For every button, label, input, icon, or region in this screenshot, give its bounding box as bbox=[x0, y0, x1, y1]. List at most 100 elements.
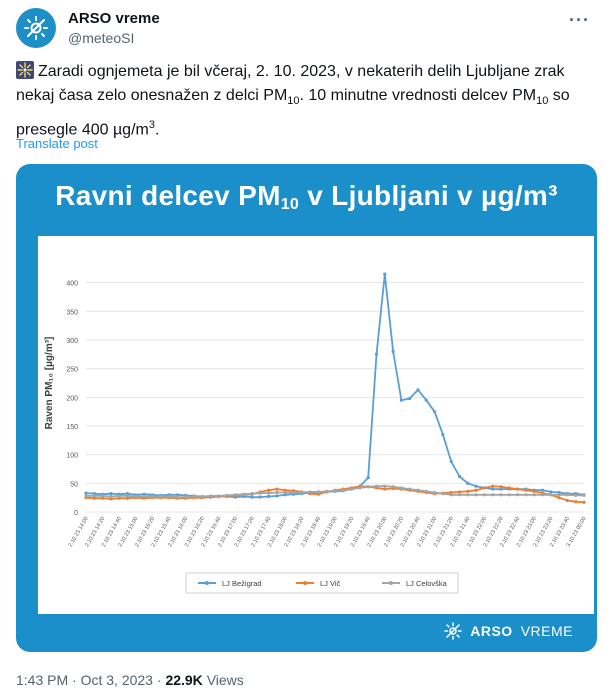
series-0-point bbox=[416, 388, 420, 392]
brand-name-light: VREME bbox=[520, 623, 573, 639]
y-tick-label: 200 bbox=[66, 395, 78, 402]
brand-name-bold: ARSO bbox=[470, 623, 513, 639]
series-0-point bbox=[457, 474, 462, 479]
series-2-point bbox=[457, 493, 462, 497]
series-1-point bbox=[383, 487, 387, 491]
more-options-icon[interactable]: ··· bbox=[569, 10, 590, 30]
legend-box bbox=[185, 572, 459, 594]
brand-logo: ARSO VREME bbox=[444, 622, 573, 640]
series-2-point bbox=[424, 489, 428, 493]
series-0-point bbox=[557, 490, 561, 495]
series-2-point bbox=[159, 494, 163, 499]
series-2-point bbox=[540, 493, 545, 497]
series-1-point bbox=[474, 488, 478, 492]
series-1-point bbox=[449, 490, 453, 495]
series-2-point bbox=[300, 490, 304, 495]
series-2-point bbox=[383, 484, 387, 488]
series-0-point bbox=[366, 476, 370, 480]
account-name[interactable]: ARSO vreme bbox=[68, 10, 160, 27]
series-2-point bbox=[291, 490, 296, 495]
tweet-header: ARSO vreme @meteoSI ··· bbox=[16, 8, 594, 48]
series-2-point bbox=[308, 490, 312, 494]
views-count: 22.9K bbox=[165, 672, 203, 688]
series-2-point bbox=[333, 489, 337, 493]
tweet-text-part1: Zaradi ognjemeta je bil včeraj, 2. 10. 2… bbox=[16, 63, 565, 104]
footer-separator: · bbox=[72, 672, 81, 688]
series-0-point bbox=[499, 487, 503, 491]
series-1-point bbox=[499, 485, 503, 489]
series-2-point bbox=[192, 494, 196, 499]
series-2-point bbox=[267, 491, 271, 495]
tweet-superscript: 3 bbox=[148, 119, 155, 132]
series-2-point bbox=[391, 485, 395, 489]
legend-label-1: LJ Vič bbox=[320, 579, 341, 588]
series-0-point bbox=[391, 349, 395, 354]
series-1-point bbox=[516, 487, 520, 491]
series-0-point bbox=[142, 492, 146, 496]
tweet-subscript-2: 10 bbox=[536, 95, 549, 108]
series-1-point bbox=[109, 497, 113, 501]
series-2-point bbox=[109, 494, 113, 499]
series-2-point bbox=[399, 486, 403, 490]
series-1-point bbox=[117, 496, 121, 500]
series-2-point bbox=[233, 493, 237, 497]
legend-label-0: LJ Bežigrad bbox=[222, 579, 262, 588]
tweet-text-part4: . bbox=[154, 121, 160, 139]
series-line-0 bbox=[85, 273, 585, 499]
translate-post-link[interactable]: Translate post bbox=[16, 136, 98, 151]
legend-marker-1 bbox=[303, 581, 307, 585]
series-2-point bbox=[433, 490, 437, 495]
series-2-point bbox=[516, 493, 520, 497]
series-0-point bbox=[540, 488, 545, 492]
series-2-point bbox=[250, 492, 254, 496]
series-0-point bbox=[92, 492, 96, 496]
card-title-part2: v Ljubljani v µg/m³ bbox=[299, 180, 558, 211]
series-2-point bbox=[84, 494, 88, 498]
series-1-point bbox=[482, 486, 486, 490]
avatar[interactable] bbox=[16, 8, 56, 48]
series-0-point bbox=[474, 484, 478, 488]
series-2-point bbox=[366, 485, 370, 489]
card-title: Ravni delcev PM10 v Ljubljani v µg/m³ bbox=[16, 180, 597, 214]
series-2-point bbox=[565, 493, 570, 497]
series-1-point bbox=[491, 484, 495, 488]
card-title-part1: Ravni delcev PM bbox=[55, 180, 281, 211]
series-2-point bbox=[574, 493, 578, 497]
y-tick-label: 150 bbox=[66, 424, 78, 431]
series-2-point bbox=[184, 495, 188, 499]
y-tick-label: 0 bbox=[74, 510, 78, 517]
y-tick-label: 250 bbox=[66, 367, 78, 374]
series-1-point bbox=[267, 488, 271, 492]
series-1-point bbox=[557, 496, 561, 500]
tweet-time[interactable]: 1:43 PM bbox=[16, 672, 69, 688]
series-2-point bbox=[175, 495, 179, 499]
series-1-point bbox=[565, 498, 570, 503]
series-0-point bbox=[441, 433, 445, 437]
tweet-date[interactable]: Oct 3, 2023 bbox=[80, 672, 153, 688]
account-handle[interactable]: @meteoSI bbox=[68, 30, 135, 46]
series-1-point bbox=[316, 492, 320, 496]
series-0-point bbox=[109, 492, 113, 496]
series-0-point bbox=[258, 495, 262, 499]
y-tick-label: 350 bbox=[66, 309, 78, 316]
series-2-point bbox=[524, 493, 528, 497]
media-card[interactable]: Ravni delcev PM10 v Ljubljani v µg/m³ 0 5… bbox=[16, 164, 597, 652]
series-1-point bbox=[275, 487, 279, 491]
series-2-point bbox=[491, 493, 495, 497]
legend-marker-0 bbox=[205, 581, 209, 585]
series-2-point bbox=[134, 494, 138, 499]
series-2-point bbox=[549, 493, 553, 497]
series-2-point bbox=[283, 490, 287, 495]
series-2-point bbox=[225, 493, 229, 497]
series-2-point bbox=[507, 493, 511, 497]
series-2-point bbox=[125, 494, 130, 498]
series-1-point bbox=[125, 496, 130, 500]
series-0-point bbox=[491, 487, 495, 491]
footer-separator: · bbox=[156, 672, 166, 688]
series-2-point bbox=[441, 492, 445, 496]
y-axis-label: Raven PM₁₀ [µg/m³] bbox=[44, 337, 55, 430]
series-1-point bbox=[457, 490, 462, 494]
series-2-point bbox=[408, 487, 412, 491]
series-2-point bbox=[200, 494, 204, 499]
series-1-point bbox=[582, 500, 586, 504]
